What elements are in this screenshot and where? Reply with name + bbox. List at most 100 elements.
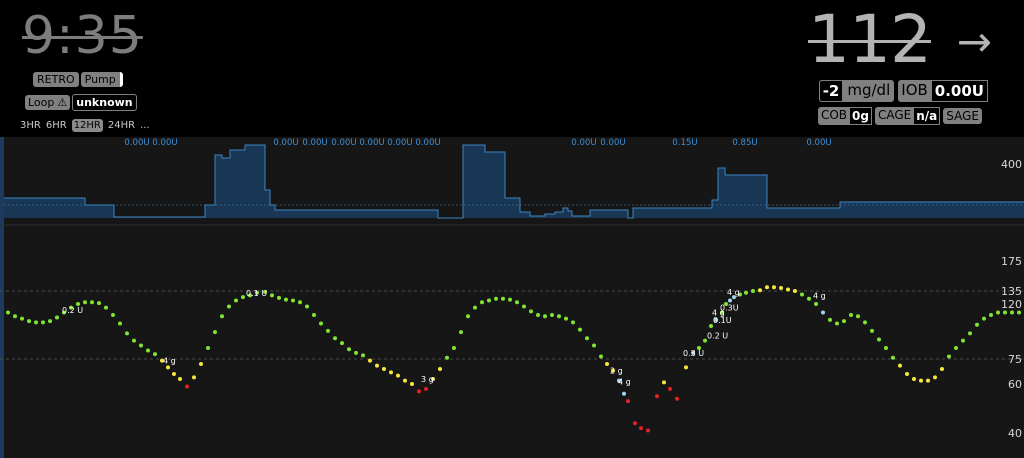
range-24hr[interactable]: 24HR: [107, 120, 136, 131]
treatment-label: 3 g: [421, 375, 434, 384]
bg-point: [626, 399, 630, 404]
iob-value: 0.00U: [930, 80, 988, 102]
bg-point: [877, 337, 881, 342]
bg-point: [340, 341, 344, 346]
bg-point: [199, 362, 203, 366]
bg-point: [213, 330, 217, 335]
clock: 9:35: [22, 6, 143, 66]
bg-point: [312, 313, 316, 317]
bg-point: [905, 372, 909, 376]
cage-value: n/a: [913, 107, 941, 125]
treatment-label: 4 g: [163, 357, 176, 366]
bg-point: [34, 320, 38, 325]
range-6hr[interactable]: 6HR: [45, 120, 67, 131]
y-axis-label: 60: [1008, 378, 1022, 391]
current-bg-value: 112: [808, 1, 932, 78]
bg-point: [139, 343, 143, 348]
range-3hr[interactable]: 3HR: [20, 120, 41, 131]
bg-point: [884, 346, 888, 350]
bg-point: [501, 296, 505, 301]
cage-pill[interactable]: CAGE n/a: [874, 107, 941, 125]
bg-point: [13, 314, 17, 319]
iob-label: IOB: [901, 81, 928, 99]
bg-point: [55, 315, 59, 320]
treatment-label: 4 g: [618, 377, 631, 386]
chart-left-scroll-edge[interactable]: [0, 137, 4, 458]
bg-point: [132, 338, 136, 343]
bg-point: [20, 316, 24, 321]
bg-point: [842, 319, 846, 324]
bg-point: [234, 298, 238, 303]
bg-point: [90, 300, 94, 305]
retro-pump-group: RETRO Pump: [33, 72, 123, 87]
temp-basal-label: 0.00U: [415, 138, 440, 148]
bg-point: [691, 350, 695, 355]
bg-point: [172, 372, 176, 376]
bg-point: [856, 314, 860, 319]
cob-pill[interactable]: COB 0g: [817, 107, 872, 125]
pump-pill[interactable]: Pump: [80, 72, 123, 87]
bg-point: [382, 367, 386, 371]
bg-point: [703, 338, 707, 343]
range-12hr[interactable]: 12HR: [71, 119, 103, 132]
bg-point: [536, 313, 540, 317]
bg-point: [118, 321, 122, 326]
loop-pill[interactable]: Loop ⚠: [25, 95, 71, 110]
bg-point: [452, 346, 456, 350]
temp-basal-label: 0.15U: [672, 138, 697, 148]
bg-point: [863, 320, 867, 325]
bg-point: [732, 295, 736, 300]
bg-point: [571, 320, 575, 325]
bg-point: [466, 314, 470, 319]
bg-point: [48, 319, 52, 324]
glucose-chart[interactable]: 0.00U 0.00U 0.00U 0.00U 0.00U 0.00U 0.00U 0.00U…: [0, 137, 1024, 458]
bg-point: [793, 289, 797, 293]
bg-point: [417, 389, 421, 394]
treatment-label: 0.2 U: [62, 306, 83, 315]
temp-basal-label: 0.00U: [387, 138, 412, 148]
trend-arrow-icon: →: [956, 17, 992, 66]
gridlines: [0, 290, 1024, 360]
bg-point: [870, 328, 874, 333]
bg-point: [926, 378, 930, 383]
bg-point: [473, 305, 477, 310]
bg-point: [487, 298, 491, 303]
temp-basal-label: 0.00U: [331, 138, 356, 148]
bg-point: [389, 370, 393, 375]
bg-point: [947, 354, 951, 359]
temp-basal-label: 0.00U: [806, 138, 831, 148]
range-more[interactable]: ...: [140, 120, 150, 131]
bg-point: [459, 330, 463, 335]
bg-point: [557, 314, 561, 319]
time-range-selector: 3HR 6HR 12HR 24HR ...: [20, 119, 150, 132]
temp-basal-label: 0.00U: [600, 138, 625, 148]
sage-pill[interactable]: SAGE: [943, 108, 982, 124]
bg-point: [975, 322, 979, 327]
loop-status-group[interactable]: Loop ⚠ unknown: [25, 94, 137, 111]
bg-point: [849, 313, 853, 317]
bg-point: [69, 305, 73, 310]
bg-point: [585, 336, 589, 341]
bg-point: [751, 289, 755, 293]
temp-basal-label: 0.00U: [571, 138, 596, 148]
iob-pill[interactable]: IOB 0.00U: [898, 80, 988, 102]
basal-area: [4, 145, 1024, 218]
bg-point: [786, 287, 790, 292]
bg-point: [508, 297, 512, 302]
retro-pill[interactable]: RETRO: [33, 72, 79, 87]
bg-point: [305, 304, 309, 309]
bg-point: [1010, 310, 1014, 315]
temp-basal-labels: 0.00U 0.00U 0.00U 0.00U 0.00U 0.00U 0.00U 0.00U…: [124, 138, 831, 148]
treatment-label: 4 g: [712, 308, 725, 317]
bg-point: [940, 367, 944, 371]
bg-point: [76, 302, 80, 306]
temp-basal-label: 0.00U: [124, 138, 149, 148]
bg-point: [438, 367, 442, 371]
y-axis-label: 75: [1008, 353, 1022, 366]
bg-point: [807, 296, 811, 301]
bg-point: [814, 302, 818, 306]
temp-basal-label: 0.00U: [359, 138, 384, 148]
bg-point: [192, 375, 196, 380]
y-axis-label: 135: [1001, 285, 1022, 298]
treatment-label: 0.3 U: [683, 349, 704, 358]
